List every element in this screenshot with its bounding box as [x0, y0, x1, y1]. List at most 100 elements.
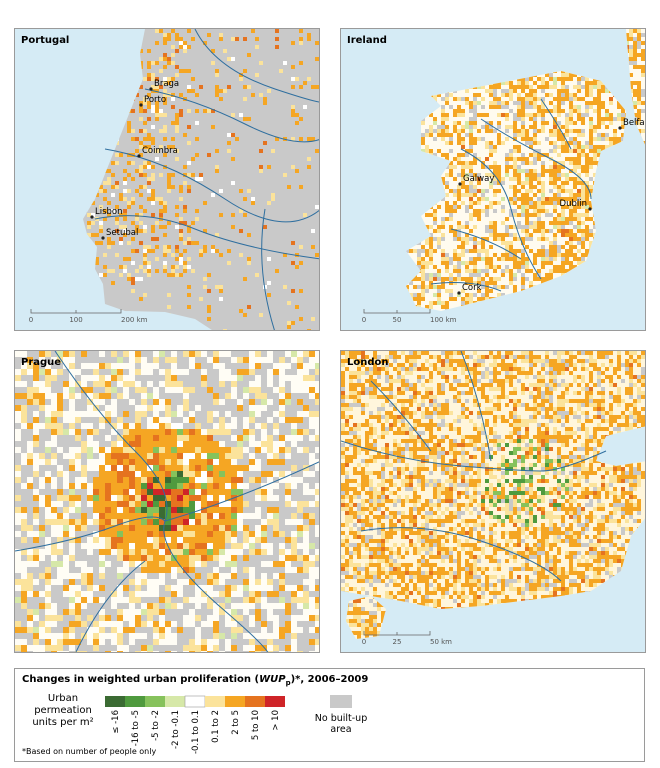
cell — [553, 249, 557, 253]
cell — [259, 165, 263, 169]
cell — [489, 233, 493, 237]
cell — [163, 93, 167, 97]
cell — [153, 381, 159, 387]
cell — [147, 161, 151, 165]
cell — [273, 399, 279, 405]
cell — [429, 149, 433, 153]
cell — [557, 137, 561, 141]
cell — [409, 249, 413, 253]
cell — [469, 121, 473, 125]
cell — [537, 77, 541, 81]
cell — [485, 209, 489, 213]
cell — [465, 153, 469, 157]
cell — [237, 369, 243, 375]
cell — [187, 109, 191, 113]
cell — [497, 173, 501, 177]
cell — [135, 387, 141, 393]
cell — [215, 169, 219, 173]
cell — [513, 193, 517, 197]
cell — [525, 193, 529, 197]
cell — [537, 253, 541, 257]
cell — [557, 133, 561, 137]
cell — [213, 357, 219, 363]
cell — [465, 161, 469, 165]
cell — [177, 357, 183, 363]
cell — [517, 205, 521, 209]
cell — [513, 209, 517, 213]
cell — [493, 237, 497, 241]
cell — [477, 113, 481, 117]
cell — [541, 109, 545, 113]
cell — [533, 97, 537, 101]
cell — [75, 363, 81, 369]
cell — [413, 277, 417, 281]
cell — [569, 193, 573, 197]
cell — [465, 133, 469, 137]
cell — [315, 393, 319, 399]
cell — [127, 205, 131, 209]
cell — [163, 33, 167, 37]
cell — [285, 381, 291, 387]
cell — [189, 393, 195, 399]
cell — [123, 233, 127, 237]
cell — [445, 209, 449, 213]
cell — [123, 197, 127, 201]
cell — [645, 313, 646, 317]
cell — [541, 161, 545, 165]
cell — [589, 185, 593, 189]
cell — [433, 209, 437, 213]
cell — [521, 101, 525, 105]
cell — [441, 133, 445, 137]
cell — [291, 369, 297, 375]
cell — [465, 269, 469, 273]
cell — [613, 141, 617, 145]
cell — [255, 387, 261, 393]
cell — [485, 273, 489, 277]
cell — [645, 29, 646, 33]
cell — [477, 281, 481, 285]
cell — [421, 269, 425, 273]
cell — [139, 193, 143, 197]
cell — [91, 213, 95, 217]
cell — [505, 101, 509, 105]
cell — [573, 157, 577, 161]
cell — [163, 233, 167, 237]
cell — [151, 237, 155, 241]
cell — [127, 241, 131, 245]
cell — [105, 351, 111, 357]
cell — [629, 33, 633, 37]
cell — [231, 181, 235, 185]
cell — [119, 237, 123, 241]
cell — [537, 141, 541, 145]
cell — [449, 149, 453, 153]
cell — [645, 73, 646, 77]
cell — [585, 233, 589, 237]
cell — [485, 281, 489, 285]
cell — [517, 265, 521, 269]
cell — [63, 351, 69, 357]
cell — [577, 229, 581, 233]
cell — [139, 185, 143, 189]
cell — [465, 297, 469, 301]
cell — [509, 153, 513, 157]
cell — [119, 153, 123, 157]
cell — [445, 205, 449, 209]
cell — [645, 33, 646, 37]
cell — [453, 121, 457, 125]
cell — [199, 85, 203, 89]
cell — [561, 81, 565, 85]
cell — [569, 117, 573, 121]
cell — [187, 285, 191, 289]
cell — [513, 197, 517, 201]
cell — [297, 399, 303, 405]
cell — [299, 117, 303, 121]
cell — [201, 387, 207, 393]
cell — [195, 375, 201, 381]
cell — [151, 177, 155, 181]
river — [144, 88, 319, 143]
city-dot — [139, 103, 143, 107]
cell — [315, 57, 319, 61]
cell — [155, 109, 159, 113]
cell — [481, 293, 485, 297]
cell — [541, 185, 545, 189]
